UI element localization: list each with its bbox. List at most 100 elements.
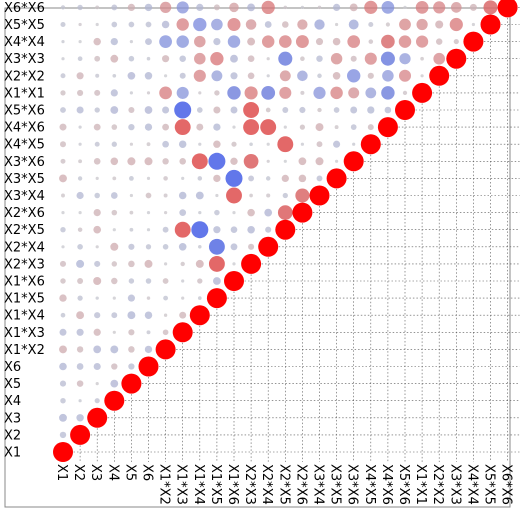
diagonal-bubble-X2*X2 [429,65,450,86]
bubble-X1*X1-X1*X2 [159,86,172,100]
bubble-X6*X6-X1*X2 [159,1,172,14]
row-label: X4*X4 [4,35,45,50]
row-label: X2*X4 [4,240,45,255]
bubble-X5*X5-X4*X6 [385,22,390,27]
bubble-X3*X4-X5 [129,193,133,198]
column-label: X3*X4 [311,464,326,505]
bubble-X1*X1-X6 [146,91,151,95]
bubble-X3*X5-X2*X4 [265,176,271,181]
bubble-X3*X4-X2*X6 [295,188,310,203]
bubble-X1*X5-X5 [127,294,135,302]
diagonal-bubble-X3*X6 [343,151,364,172]
bubble-X4*X4-X4*X6 [381,34,395,49]
column-label: X6*X6 [499,464,514,505]
diagonal-bubble-X2 [70,424,91,445]
bubble-X3*X3-X1*X5 [210,52,224,66]
bubble-X2*X2-X6 [144,72,153,80]
column-label: X1*X4 [191,464,206,505]
bubble-X2*X5-X1*X6 [230,226,238,234]
bubble-X4*X4-X3*X4 [315,38,324,46]
bubble-X2*X5-X2*X3 [247,225,255,234]
bubble-X1*X1-X2*X6 [300,90,305,95]
bubble-X2*X6-X2*X3 [247,208,255,217]
bubble-X1*X6-X5 [128,278,135,284]
bubble-X5*X6-X3*X4 [317,107,322,113]
row-label: X1*X6 [4,275,45,290]
bubble-X2*X4-X1*X5 [208,238,225,255]
bubble-cells [59,0,498,439]
bubble-X4*X4-X4 [110,37,118,46]
bubble-X6*X6-X1*X6 [229,2,239,13]
bubble-X5*X6-X5 [128,106,135,114]
diagonal-bubble-X6*X6 [497,0,518,18]
bubble-X6*X6-X3*X6 [349,3,358,12]
row-label: X2*X2 [4,69,45,84]
bubble-X2*X2-X5*X6 [398,69,412,82]
bubble-X5-X3 [95,382,99,386]
bubble-X5*X6-X1*X6 [230,106,238,114]
bubble-X2*X2-X3*X6 [347,69,361,83]
bubble-X3*X3-X2*X3 [247,55,255,63]
bubble-X6*X6-X1*X3 [176,1,189,14]
diagonal-bubble-X5 [121,373,142,394]
bubble-X5*X5-X1*X5 [211,18,223,31]
bubble-X2*X3-X4 [111,261,118,267]
bubble-X2*X3-X1 [59,260,67,267]
bubble-X5*X5-X2*X2 [435,20,444,29]
bubble-X1*X4-X1*X2 [163,313,168,317]
bubble-X1*X1-X4 [110,89,118,97]
bubble-X1*X4-X1 [60,312,66,318]
bubble-X6-X4 [111,363,118,370]
bubble-X3*X3-X1*X2 [162,55,170,63]
bubble-X4*X4-X3*X6 [347,35,361,48]
column-label: X4 [105,464,120,481]
column-label: X6 [140,464,155,481]
bubble-X1*X1-X1*X6 [227,86,241,100]
bubble-X3*X6-X4 [110,157,119,166]
bubble-X1*X2-X4 [110,345,119,354]
bubble-X1*X4-X5 [127,311,136,320]
diagonal-bubble-X2*X4 [258,236,279,257]
bubble-X2*X2-X3*X4 [317,73,322,79]
bubble-X3*X3-X1 [61,57,65,61]
column-label: X2*X2 [430,464,445,505]
diagonal-bubble-X5*X6 [395,100,415,120]
bubble-X5*X6-X4*X6 [384,106,392,114]
bubble-X2*X4-X5 [128,243,135,250]
bubble-X4*X4-X1*X5 [213,38,221,46]
bubble-X4*X6-X1 [59,123,67,131]
bubble-X1*X1-X5 [129,91,133,95]
bubble-X5-X2 [76,380,84,387]
bubble-X5*X6-X4*X5 [367,106,375,114]
bubble-X4*X6-X1*X4 [196,123,204,131]
bubble-X3*X6-X1*X4 [191,153,208,170]
bubble-X2*X4-X1*X4 [198,245,202,249]
column-label: X4*X4 [464,464,479,505]
bubble-X3*X3-X3 [94,55,101,62]
bubble-X4*X4-X1*X2 [159,35,172,48]
diagonal-bubble-X3*X3 [446,48,467,69]
grid-lines [62,7,520,462]
bubble-X3*X5-X1*X5 [213,174,221,183]
plot-frame [4,7,511,508]
diagonal-bubble-X6 [138,356,159,377]
bubble-X6*X6-X4*X6 [381,1,395,14]
bubble-X1*X4-X6 [144,311,153,319]
bubble-X4*X4-X5*X6 [398,35,412,48]
bubble-X4*X5-X5 [129,142,133,146]
bubble-X4*X6-X3*X6 [350,124,357,130]
bubble-X3*X5-X5 [129,176,134,181]
bubble-X2*X2-X2*X5 [279,70,291,82]
bubble-X4*X6-X2*X3 [243,119,260,136]
bubble-X5*X5-X3 [95,22,99,27]
bubble-X2*X6-X4 [111,209,118,216]
column-label: X4*X6 [379,464,394,505]
bubble-X4-X1 [60,397,66,404]
bubble-X4*X5-X1*X4 [198,142,202,146]
bubble-X5-X4 [110,379,119,388]
bubble-X2*X2-X1*X5 [211,70,223,82]
bubble-X1*X6-X1 [60,278,66,284]
bubble-X3*X3-X3*X6 [350,55,357,62]
row-label: X5*X6 [4,104,45,119]
bubble-X6*X6-X1*X4 [196,3,204,12]
